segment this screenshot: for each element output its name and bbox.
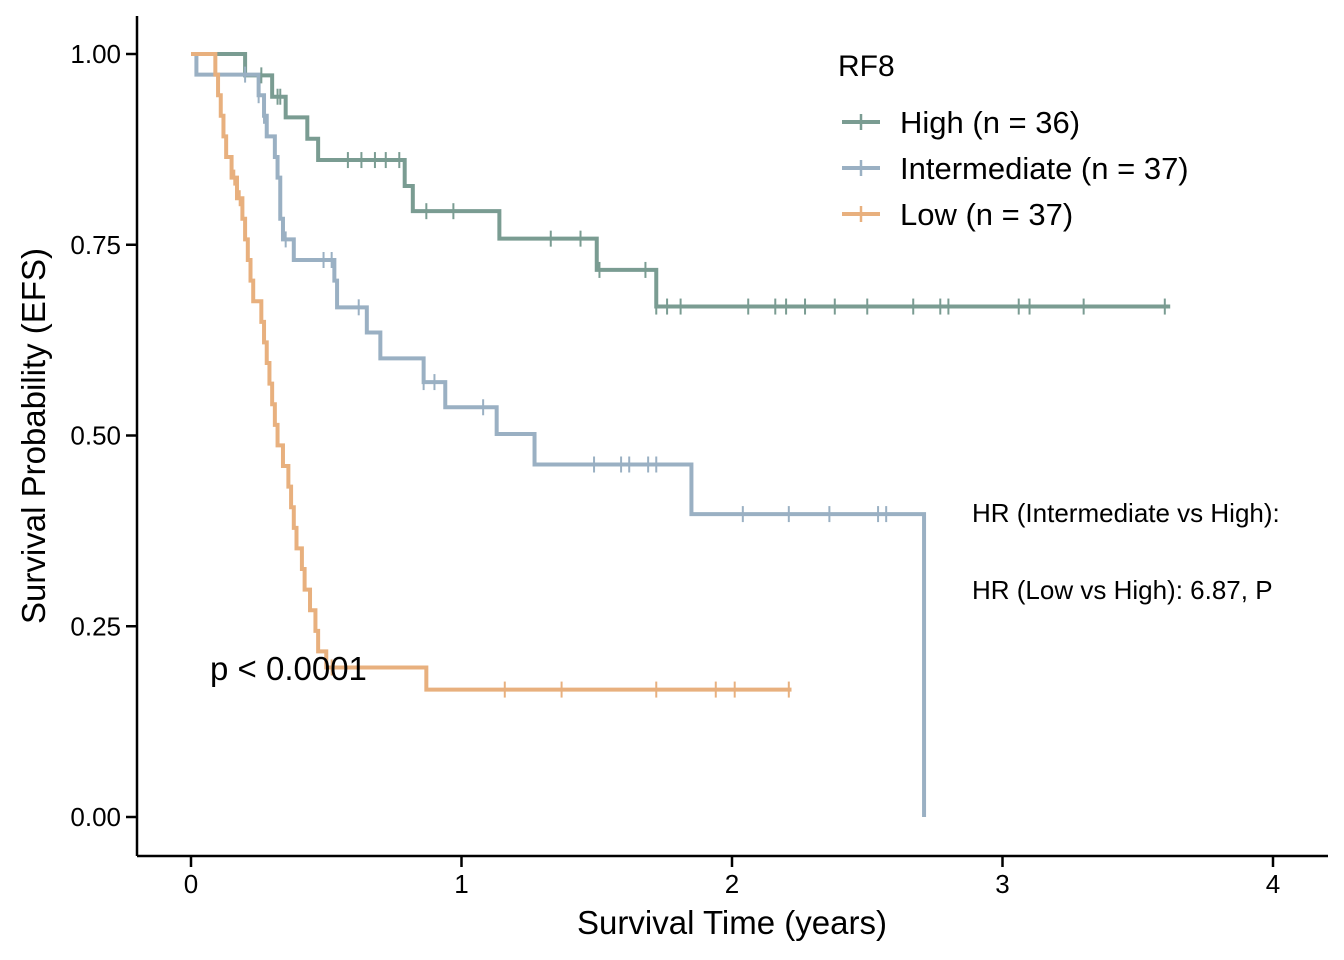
x-tick-label-3: 3: [995, 869, 1009, 899]
x-axis-ticks: 0 1 2 3 4: [184, 856, 1280, 899]
y-tick-label-2: 0.50: [70, 421, 121, 451]
y-tick-label-0: 0.00: [70, 802, 121, 832]
legend-label: High (n = 36): [900, 105, 1080, 140]
hr-low-annotation: HR (Low vs High): 6.87, P: [972, 575, 1273, 605]
y-axis-title: Survival Probability (EFS): [15, 248, 52, 624]
legend-item-high-n-36: High (n = 36): [842, 105, 1080, 140]
censor-marks: [233, 66, 1166, 698]
legend-title: RF8: [838, 50, 895, 83]
y-tick-label-4: 1.00: [70, 39, 121, 69]
x-tick-label-2: 2: [725, 869, 739, 899]
p-value-label: p < 0.0001: [210, 650, 367, 687]
x-tick-label-0: 0: [184, 869, 198, 899]
hr-intermediate-annotation: HR (Intermediate vs High):: [972, 498, 1280, 528]
legend-item-low-n-37: Low (n = 37): [842, 197, 1073, 232]
y-axis-ticks: 0.00 0.25 0.50 0.75 1.00: [70, 39, 137, 832]
x-tick-label-4: 4: [1266, 869, 1280, 899]
x-axis-title: Survival Time (years): [577, 904, 887, 941]
series-line-intermediate-n-37: [191, 52, 927, 817]
y-tick-label-3: 0.75: [70, 230, 121, 260]
y-tick-label-1: 0.25: [70, 611, 121, 641]
x-tick-label-1: 1: [454, 869, 468, 899]
legend-label: Intermediate (n = 37): [900, 151, 1189, 186]
legend: RF8 High (n = 36) Intermediate (n = 37) Lo…: [838, 50, 1189, 232]
legend-label: Low (n = 37): [900, 197, 1073, 232]
series-line-low-n-37: [191, 52, 792, 692]
legend-item-intermediate-n-37: Intermediate (n = 37): [842, 151, 1189, 186]
